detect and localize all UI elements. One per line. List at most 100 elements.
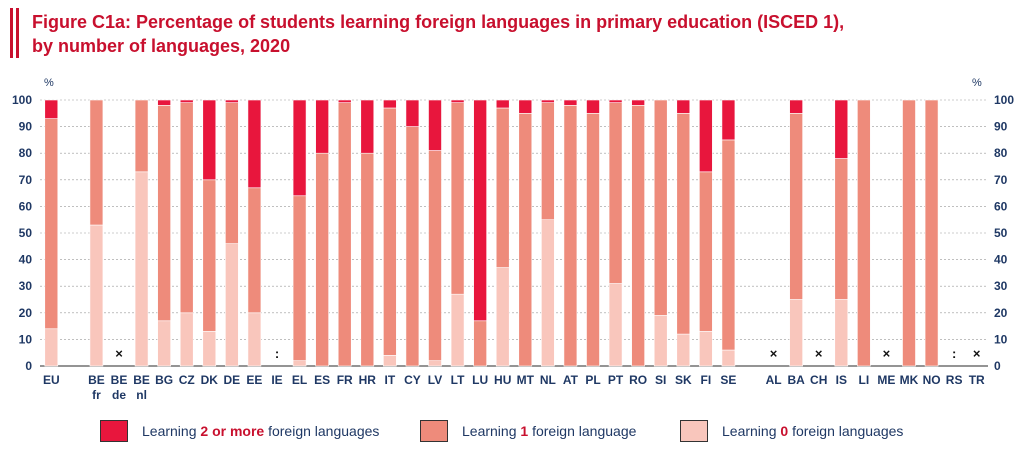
x-tick-label: NL	[540, 373, 556, 387]
x-tick-label: BE	[133, 373, 150, 387]
bar-segment-one	[179, 102, 194, 314]
y-tick-label-left: 40	[19, 253, 33, 267]
bar-segment-two-plus	[292, 99, 307, 197]
bar-segment-one	[428, 150, 442, 361]
not-available-marker: ×	[973, 346, 981, 361]
x-tick-label: HU	[494, 373, 511, 387]
bar-segment-zero	[202, 331, 217, 367]
x-tick-label: DE	[224, 373, 241, 387]
x-tick-label: EE	[246, 373, 262, 387]
x-tick-label: NO	[923, 373, 941, 387]
x-tick-label: MT	[517, 373, 535, 387]
y-tick-label-right: 60	[994, 199, 1008, 213]
x-tick-label: EL	[292, 373, 307, 387]
x-tick-label: BE	[111, 373, 128, 387]
x-tick-label: AT	[563, 373, 579, 387]
bar-segment-one	[473, 320, 487, 367]
x-tick-label: LU	[472, 373, 488, 387]
legend-swatch-zero	[680, 420, 708, 442]
title-accent-bar	[10, 8, 13, 58]
not-available-marker: ×	[883, 346, 891, 361]
bar-segment-zero	[292, 360, 307, 367]
y-tick-label-left: 60	[19, 199, 33, 213]
x-tick-label: RS	[946, 373, 963, 387]
bar-segment-two-plus	[608, 99, 623, 103]
bar-segment-one	[292, 195, 307, 361]
chart-title: Figure C1a: Percentage of students learn…	[32, 10, 1012, 58]
title-line-2: by number of languages, 2020	[32, 36, 291, 56]
title-accent-bar	[16, 8, 19, 58]
y-tick-label-right: 90	[994, 120, 1008, 134]
bar-segment-one	[699, 171, 713, 332]
x-tick-label: IS	[836, 373, 847, 387]
x-tick-label: PT	[608, 373, 624, 387]
y-tick-label-right: 30	[994, 279, 1008, 293]
x-tick-label: CY	[404, 373, 421, 387]
bar-segment-two-plus	[586, 99, 600, 114]
bar-segment-zero	[44, 328, 59, 367]
bar-segment-one	[653, 99, 668, 316]
bar-segment-one	[924, 99, 939, 367]
y-tick-label-right: 0	[994, 359, 1001, 373]
bar-segment-two-plus	[518, 99, 533, 114]
x-tick-label: MK	[900, 373, 919, 387]
bar-segment-zero	[541, 219, 555, 367]
legend-item-two-plus: Learning 2 or more foreign languages	[100, 420, 379, 442]
bar-segment-one	[450, 102, 465, 295]
bar-segment-zero	[134, 171, 149, 367]
legend-label-one: Learning 1 foreign language	[462, 423, 637, 439]
bar-segment-one	[89, 99, 104, 226]
bar-segment-two-plus	[247, 99, 262, 189]
x-tick-label: DK	[201, 373, 219, 387]
bar-segment-two-plus	[157, 99, 171, 106]
bar-segment-one	[315, 152, 329, 367]
y-axis-unit-right: %	[972, 77, 982, 89]
x-tick-label: LT	[451, 373, 465, 387]
title-line-1: Figure C1a: Percentage of students learn…	[32, 12, 845, 32]
x-tick-label: BG	[155, 373, 173, 387]
bar-segment-zero	[676, 333, 691, 367]
x-tick-label: LI	[859, 373, 870, 387]
bar-segment-zero	[653, 315, 668, 367]
x-tick-label: RO	[629, 373, 647, 387]
legend-item-zero: Learning 0 foreign languages	[680, 420, 903, 442]
x-tick-label: CH	[810, 373, 827, 387]
x-tick-label: SI	[655, 373, 666, 387]
y-tick-label-left: 50	[19, 226, 33, 240]
bar-segment-two-plus	[631, 99, 645, 106]
x-tick-label: FR	[337, 373, 353, 387]
chart-legend: Learning 2 or more foreign languages Lea…	[0, 420, 1024, 448]
y-tick-label-right: 50	[994, 226, 1008, 240]
bar-segment-two-plus	[563, 99, 578, 106]
legend-label-zero: Learning 0 foreign languages	[722, 423, 904, 439]
x-tick-label: fr	[92, 388, 101, 402]
bar-segment-one	[541, 102, 555, 221]
bar-segment-one	[134, 99, 149, 173]
bar-segment-two-plus	[225, 99, 239, 103]
bar-segment-one	[902, 99, 916, 367]
bar-segment-one	[337, 102, 352, 367]
bar-segment-one	[518, 113, 533, 367]
x-tick-label: IE	[271, 373, 282, 387]
y-tick-label-left: 70	[19, 173, 33, 187]
bar-segment-one	[157, 105, 171, 322]
bar-segment-one	[563, 105, 578, 367]
bar-segment-zero	[89, 224, 104, 367]
bar-segment-two-plus	[405, 99, 420, 127]
bar-segment-two-plus	[676, 99, 691, 114]
y-tick-label-right: 70	[994, 173, 1008, 187]
not-available-marker: ×	[815, 346, 823, 361]
legend-swatch-two-plus	[100, 420, 128, 442]
bar-segment-zero	[157, 320, 171, 367]
bar-segment-one	[857, 99, 871, 367]
x-tick-label: EU	[43, 373, 60, 387]
x-tick-label: ME	[877, 373, 895, 387]
x-tick-label: PL	[585, 373, 600, 387]
x-tick-label: de	[112, 388, 126, 402]
stacked-bar-chart: 0 0 10 10 20 20 30 30 40 40 50 50 60 60 70 70 80 80 90 90 10…	[12, 77, 1014, 402]
y-tick-label-left: 90	[19, 120, 33, 134]
bar-segment-one	[676, 113, 691, 335]
bar-segment-one	[405, 126, 420, 367]
bar-segment-two-plus	[337, 99, 352, 103]
legend-item-one: Learning 1 foreign language	[420, 420, 636, 442]
